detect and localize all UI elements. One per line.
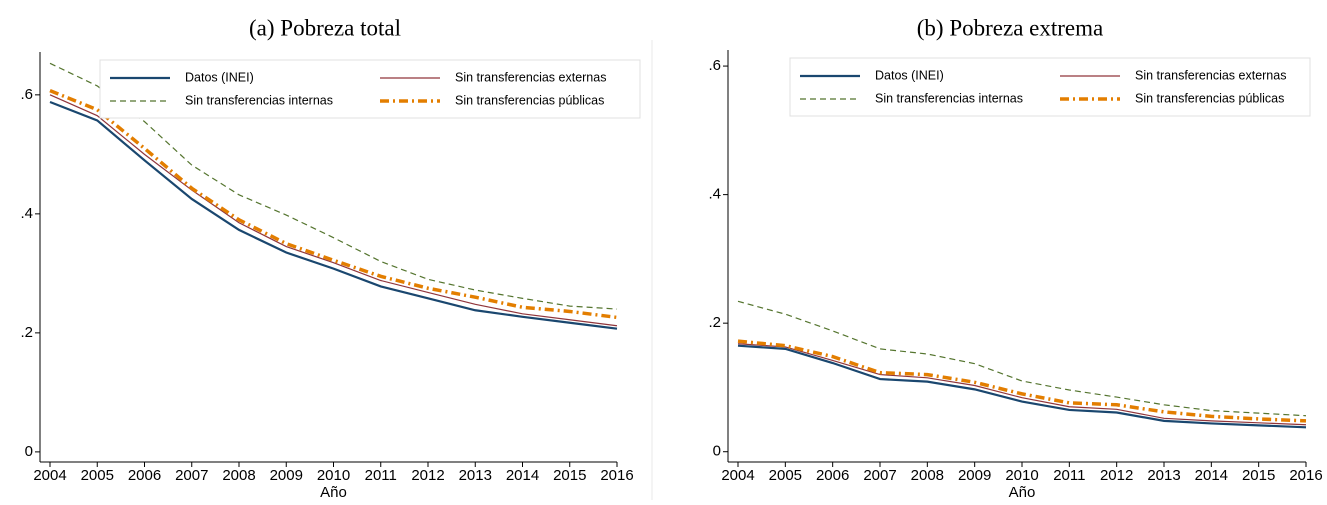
series-line: [737, 344, 1307, 429]
x-axis-label: Año: [1009, 484, 1036, 501]
y-tick-label: .6: [708, 57, 721, 74]
x-axis-label: Año: [320, 484, 347, 501]
series-line: [49, 100, 618, 330]
x-tick-label: 2005: [769, 467, 802, 484]
y-tick-label: .6: [20, 86, 33, 103]
series-line: [49, 62, 618, 310]
y-tick-label: .2: [708, 314, 721, 331]
x-tick-label: 2008: [911, 467, 944, 484]
x-tick-label: 2016: [600, 467, 633, 484]
legend-label: Sin transferencias internas: [875, 91, 1023, 105]
x-tick-label: 2009: [270, 467, 303, 484]
x-tick-label: 2007: [863, 467, 896, 484]
x-tick-label: 2014: [1195, 467, 1228, 484]
x-tick-label: 2006: [816, 467, 849, 484]
series-line: [737, 300, 1307, 417]
chart-title: (b) Pobreza extrema: [917, 15, 1103, 40]
x-tick-label: 2005: [81, 467, 114, 484]
x-tick-label: 2008: [222, 467, 255, 484]
x-tick-label: 2013: [459, 467, 492, 484]
series-line: [49, 94, 618, 327]
legend-label: Sin transferencias públicas: [1135, 91, 1284, 105]
x-tick-label: 2006: [128, 467, 161, 484]
legend-label: Datos (INEI): [185, 70, 254, 84]
x-tick-label: 2011: [1053, 467, 1085, 484]
y-tick-label: .4: [708, 186, 721, 203]
x-tick-label: 2015: [1242, 467, 1275, 484]
x-tick-label: 2014: [506, 467, 539, 484]
chart-title: (a) Pobreza total: [249, 15, 401, 40]
x-tick-label: 2012: [411, 467, 444, 484]
y-tick-label: .2: [20, 324, 33, 341]
legend-label: Sin transferencias públicas: [455, 93, 604, 107]
legend-label: Sin transferencias externas: [455, 70, 606, 84]
y-tick-label: 0: [25, 443, 33, 460]
series-line: [49, 89, 618, 320]
legend-label: Datos (INEI): [875, 68, 944, 82]
x-tick-label: 2016: [1289, 467, 1322, 484]
series-line: [737, 343, 1307, 426]
x-tick-label: 2011: [365, 467, 397, 484]
x-tick-label: 2012: [1100, 467, 1133, 484]
series-line: [737, 339, 1307, 423]
legend-box: [99, 59, 641, 119]
y-tick-label: .4: [20, 205, 33, 222]
x-tick-label: 2010: [317, 467, 350, 484]
legend-label: Sin transferencias externas: [1135, 68, 1286, 82]
y-tick-label: 0: [713, 443, 721, 460]
x-tick-label: 2015: [553, 467, 586, 484]
x-tick-label: 2013: [1147, 467, 1180, 484]
x-tick-label: 2007: [175, 467, 208, 484]
x-tick-label: 2009: [958, 467, 991, 484]
legend-label: Sin transferencias internas: [185, 93, 333, 107]
legend-box: [789, 57, 1311, 117]
x-tick-label: 2004: [721, 467, 754, 484]
x-tick-label: 2004: [33, 467, 66, 484]
x-tick-label: 2010: [1005, 467, 1038, 484]
